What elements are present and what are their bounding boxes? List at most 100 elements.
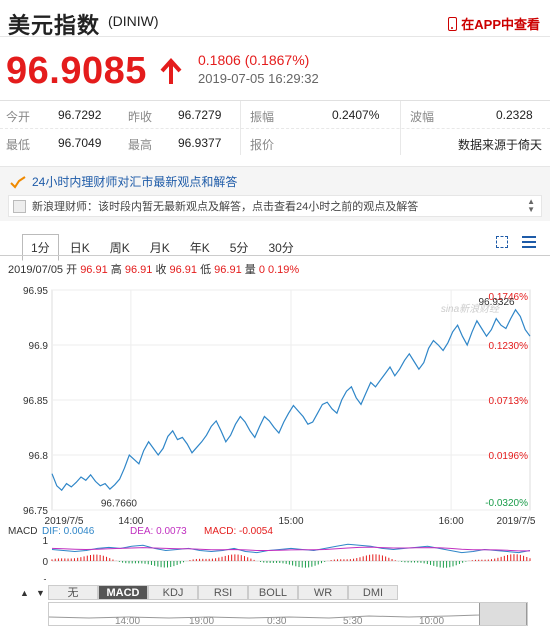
macd-value-label: MACD: -0.0054 <box>204 526 273 537</box>
chart-tools <box>496 236 536 248</box>
indicator-macd[interactable]: MACD <box>98 585 148 600</box>
stat-label: 报价 <box>250 138 275 152</box>
stat-label: 振幅 <box>250 110 275 124</box>
macd-y-tick: 0 <box>42 557 48 568</box>
navigator-label: 19:00 <box>189 616 215 627</box>
advisor-news-text: 新浪理财师：该时段内暂无最新观点及解答，点击查看24小时之前的观点及解答 <box>32 201 419 213</box>
pct-tick-label: 0.1230% <box>489 341 529 352</box>
extreme-value-label: 96.7660 <box>101 498 138 509</box>
extreme-value-label: 96.9326 <box>478 297 515 308</box>
tab-weekly[interactable]: 周K <box>109 241 130 255</box>
navigator-window[interactable] <box>479 603 527 625</box>
advisor-news-heading[interactable]: 24小时内理财师对汇市最新观点和解答 <box>10 173 237 190</box>
avatar-icon <box>13 199 26 213</box>
ohlc-low: 96.91 <box>214 264 242 276</box>
stat-label: 最低 <box>6 138 31 152</box>
x-tick-label: 15:00 <box>278 516 303 527</box>
pct-tick-label: -0.0320% <box>485 498 528 509</box>
scroll-up-icon[interactable]: ▲ <box>527 197 535 206</box>
y-tick-label: 96.9 <box>29 341 49 352</box>
macd-dea-line <box>51 546 530 552</box>
macd-dif-line <box>51 543 531 554</box>
navigator-label: 5:30 <box>343 616 363 627</box>
pct-tick-label: 0.0713% <box>489 396 529 407</box>
open-in-app-label: 在APP中查看 <box>461 17 540 32</box>
page-title: 美元指数 <box>8 13 101 38</box>
menu-icon[interactable] <box>522 236 536 248</box>
plot-frame <box>51 289 531 511</box>
macd-y-tick: -1 <box>39 578 48 580</box>
stat-value: 96.9377 <box>178 136 222 150</box>
stat-label: 昨收 <box>128 110 153 124</box>
stats-divider <box>400 101 401 155</box>
stat-label: 今开 <box>6 110 31 124</box>
stat-value: 0.2328 <box>496 108 533 122</box>
macd-dea-label: DEA: 0.0073 <box>130 526 187 537</box>
stat-value: 数据来源于倚天 <box>458 138 543 152</box>
tab-1min[interactable]: 1分 <box>22 234 59 261</box>
symbol-code: (DINIW) <box>108 13 159 29</box>
ohlc-low-label: 低 <box>200 264 212 276</box>
indicator-rsi[interactable]: RSI <box>198 585 248 600</box>
price-change: 0.1806 (0.1867%) <box>198 52 310 68</box>
news-scroll-buttons[interactable]: ▲ ▼ <box>527 198 535 214</box>
ohlc-high: 96.91 <box>124 264 153 276</box>
macd-label: MACD <box>8 526 37 537</box>
x-tick-label: 2019/7/5 <box>45 516 84 527</box>
ohlc-readout: 2019/07/05 开 96.91 高 96.91 收 96.91 低 96.… <box>8 261 299 277</box>
ohlc-open-label: 开 <box>66 264 78 276</box>
tab-daily[interactable]: 日K <box>69 241 90 255</box>
indicator-dmi[interactable]: DMI <box>348 585 398 600</box>
watermark-logo: sina新浪财经 <box>441 303 500 315</box>
stat-value: 96.7279 <box>178 108 222 122</box>
header: 美元指数 (DINIW) 在APP中查看 <box>0 0 550 44</box>
indicator-kdj[interactable]: KDJ <box>148 585 198 600</box>
header-divider <box>0 36 550 37</box>
ohlc-open: 96.91 <box>80 264 108 276</box>
price-line <box>51 308 531 492</box>
navigator-label: 14:00 <box>115 616 141 627</box>
indicator-boll[interactable]: BOLL <box>248 585 298 600</box>
tabs-divider <box>0 255 550 256</box>
open-in-app-link[interactable]: 在APP中查看 <box>448 14 540 33</box>
y-tick-label: 96.75 <box>23 506 48 517</box>
y-tick-label: 96.95 <box>23 286 48 297</box>
stats-row: 最低 96.7049 最高 96.9377 报价 数据来源于倚天 <box>0 128 550 156</box>
stats-divider <box>240 101 241 155</box>
period-tabs: 1分 日K 周K 月K 年K 5分 30分 <box>22 234 305 261</box>
indicator-wr[interactable]: WR <box>298 585 348 600</box>
tab-monthly[interactable]: 月K <box>149 241 170 255</box>
trend-icon <box>10 175 26 189</box>
ohlc-vol-label: 量 <box>244 264 256 276</box>
ohlc-pct: 0.19% <box>268 264 300 276</box>
tab-30min[interactable]: 30分 <box>268 241 294 255</box>
pct-tick-label: 0.1746% <box>489 292 529 303</box>
navigator-label: 0:30 <box>267 616 287 627</box>
macd-y-tick: 1 <box>42 536 48 547</box>
advisor-news-item[interactable]: 新浪理财师：该时段内暂无最新观点及解答，点击查看24小时之前的观点及解答 ▲ ▼ <box>8 195 542 217</box>
y-tick-label: 96.85 <box>23 396 48 407</box>
stats-table: 今开 96.7292 昨收 96.7279 振幅 0.2407% 波幅 0.23… <box>0 100 550 156</box>
navigator-label: 10:00 <box>419 616 445 627</box>
indicator-none[interactable]: 无 <box>48 585 98 600</box>
advisor-news-heading-label: 24小时内理财师对汇市最新观点和解答 <box>32 175 238 189</box>
tab-yearly[interactable]: 年K <box>189 241 210 255</box>
scroll-down-icon[interactable]: ▼ <box>527 205 535 214</box>
ohlc-date: 2019/07/05 <box>8 264 64 276</box>
fullscreen-icon[interactable] <box>496 236 508 248</box>
x-tick-label: 14:00 <box>118 516 143 527</box>
tab-5min[interactable]: 5分 <box>229 241 249 255</box>
ohlc-high-label: 高 <box>110 264 122 276</box>
prev-indicator-icon[interactable]: ▲ <box>20 588 29 598</box>
advisor-news-panel: 24小时内理财师对汇市最新观点和解答 新浪理财师：该时段内暂无最新观点及解答，点… <box>0 166 550 221</box>
x-tick-label: 2019/7/5 <box>497 516 536 527</box>
stat-value: 96.7292 <box>58 108 102 122</box>
stat-label: 波幅 <box>410 110 435 124</box>
ohlc-vol: 0 <box>258 264 265 276</box>
range-navigator[interactable]: 14:00 19:00 0:30 5:30 10:00 <box>48 602 528 627</box>
phone-icon <box>448 16 458 31</box>
up-arrow-icon <box>160 58 182 84</box>
stats-row: 今开 96.7292 昨收 96.7279 振幅 0.2407% 波幅 0.23… <box>0 101 550 128</box>
stat-value: 96.7049 <box>58 136 102 150</box>
next-indicator-icon[interactable]: ▼ <box>36 588 45 598</box>
